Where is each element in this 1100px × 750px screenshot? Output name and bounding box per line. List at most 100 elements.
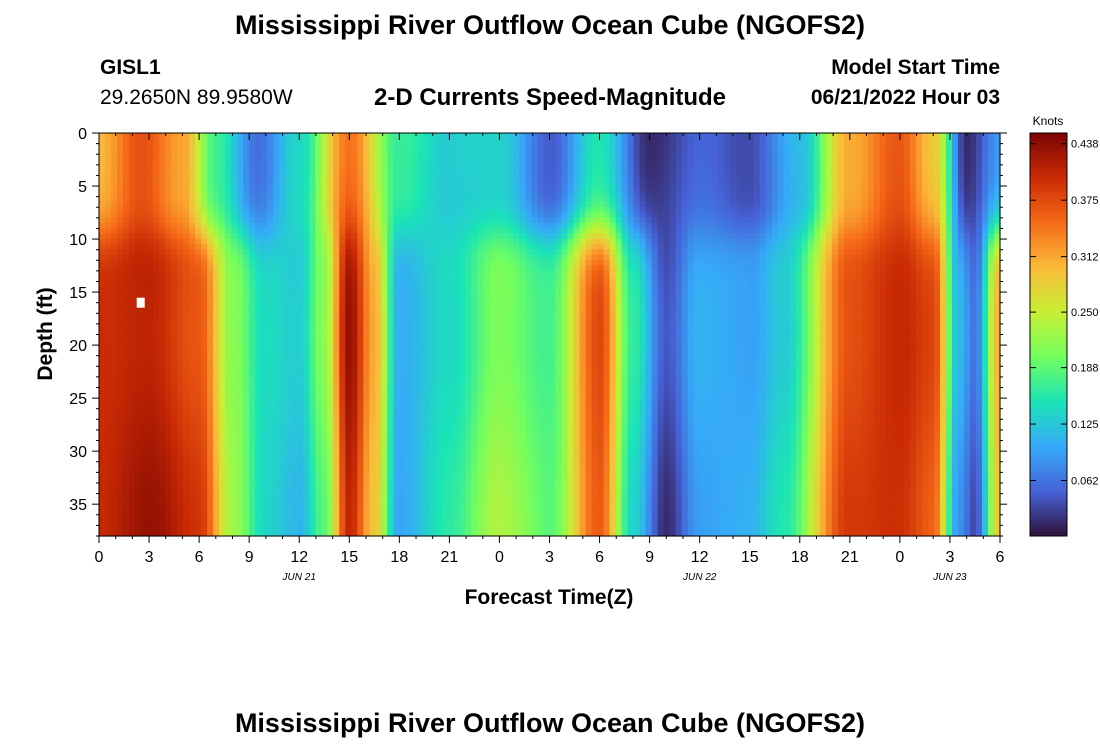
heat-cell <box>597 201 605 208</box>
heat-cell <box>681 175 689 182</box>
heat-cell <box>603 249 611 256</box>
heat-cell <box>315 307 322 314</box>
heat-cell <box>783 159 791 166</box>
heat-cell <box>435 138 442 145</box>
heat-cell <box>525 260 533 267</box>
heat-cell <box>897 302 905 309</box>
heat-cell <box>909 196 917 203</box>
heat-cell <box>615 186 623 192</box>
heat-cell <box>303 286 310 293</box>
heat-cell <box>801 286 809 293</box>
heat-cell <box>279 307 286 314</box>
heat-cell <box>369 276 376 283</box>
heat-cell <box>339 133 346 139</box>
heat-cell <box>483 207 491 214</box>
heat-cell <box>663 302 671 309</box>
heat-cell <box>399 175 406 182</box>
heat-cell <box>147 133 154 139</box>
heat-cell <box>783 281 791 288</box>
heat-cell <box>645 292 653 298</box>
heat-cell <box>735 133 743 139</box>
heat-cell <box>393 212 400 219</box>
heat-cell <box>117 307 124 314</box>
heat-cell <box>885 154 893 161</box>
heat-cell <box>477 212 485 219</box>
heat-cell <box>621 133 629 139</box>
heat-cell <box>411 207 418 214</box>
heat-cell <box>531 207 539 214</box>
heat-cell <box>873 233 881 240</box>
heat-cell <box>681 302 689 309</box>
heat-cell <box>375 201 382 208</box>
heat-cell <box>495 233 503 240</box>
heat-cell <box>741 170 749 177</box>
heat-cell <box>129 148 136 155</box>
heat-cell <box>561 265 569 272</box>
heat-cell <box>705 143 713 150</box>
heat-cell <box>603 175 611 182</box>
heat-cell <box>483 154 491 161</box>
heat-cell <box>825 297 833 304</box>
heat-cell <box>213 260 220 267</box>
heat-cell <box>261 244 268 251</box>
heat-cell <box>855 164 863 171</box>
heat-cell <box>897 212 905 219</box>
heat-cell <box>561 254 569 261</box>
heat-cell <box>315 217 322 224</box>
heat-cell <box>279 201 286 208</box>
heat-cell <box>723 270 731 277</box>
heat-cell <box>963 233 971 240</box>
heat-cell <box>717 286 725 293</box>
heat-cell <box>291 223 298 230</box>
heat-cell <box>921 154 929 161</box>
heat-cell <box>651 159 659 166</box>
heat-cell <box>507 212 515 219</box>
heat-cell <box>249 233 256 240</box>
heat-cell <box>693 217 701 224</box>
heat-cell <box>633 286 641 293</box>
heat-cell <box>777 254 785 261</box>
heat-cell <box>315 159 322 166</box>
heat-cell <box>513 212 521 219</box>
heat-cell <box>861 180 869 187</box>
heat-cell <box>285 180 292 187</box>
heat-cell <box>453 223 460 230</box>
heat-cell <box>219 148 226 155</box>
heat-cell <box>861 148 869 155</box>
heat-cell <box>603 143 611 150</box>
heat-cell <box>129 223 136 230</box>
heat-cell <box>207 228 214 235</box>
heat-cell <box>813 217 821 224</box>
heat-cell <box>717 133 725 139</box>
heat-cell <box>333 292 340 298</box>
heat-cell <box>693 292 701 298</box>
heat-cell <box>507 170 515 177</box>
heat-cell <box>141 281 148 288</box>
heat-cell <box>213 286 220 293</box>
heat-cell <box>369 292 376 298</box>
heat-cell <box>933 212 941 219</box>
heat-cell <box>267 297 274 304</box>
heat-cell <box>321 292 328 298</box>
heat-cell <box>639 228 647 235</box>
heat-cell <box>777 249 785 256</box>
heat-cell <box>819 196 827 203</box>
heat-cell <box>207 154 214 161</box>
heat-cell <box>873 138 881 145</box>
heat-cell <box>351 186 358 192</box>
heat-cell <box>417 133 424 139</box>
heat-cell <box>117 196 124 203</box>
heat-cell <box>117 276 124 283</box>
heat-cell <box>777 265 785 272</box>
heat-cell <box>285 239 292 245</box>
heat-cell <box>135 239 142 245</box>
heat-cell <box>645 186 653 192</box>
heat-cell <box>351 270 358 277</box>
heat-cell <box>291 302 298 309</box>
heat-cell <box>459 164 467 171</box>
heat-cell <box>111 270 118 277</box>
heat-cell <box>357 217 364 224</box>
heat-cell <box>393 175 400 182</box>
heat-cell <box>825 292 833 298</box>
heat-cell <box>363 201 370 208</box>
